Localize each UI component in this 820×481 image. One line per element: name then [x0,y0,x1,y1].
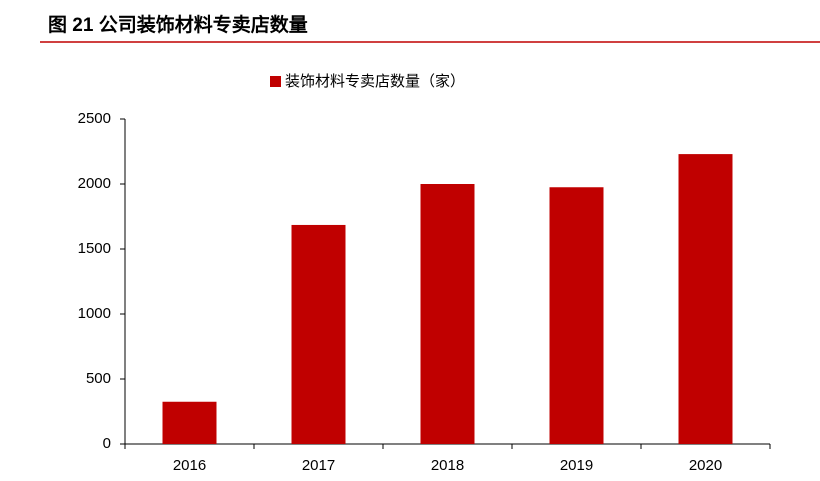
bar [549,187,604,444]
y-tick-label: 0 [103,435,111,452]
x-tick-label: 2019 [560,457,593,474]
y-tick-label: 1500 [78,240,111,257]
y-tick-label: 1000 [78,305,111,322]
x-tick-label: 2020 [689,457,722,474]
y-tick-label: 500 [86,370,111,387]
x-tick-label: 2017 [302,457,335,474]
chart-title: 图 21 公司装饰材料专卖店数量 [48,13,308,36]
bar [291,224,346,444]
bar [420,184,475,444]
bar [162,401,217,444]
y-tick-label: 2500 [78,110,111,127]
legend-label: 装饰材料专卖店数量（家） [285,73,465,90]
y-tick-label: 2000 [78,175,111,192]
bar [678,154,733,444]
x-tick-label: 2018 [431,457,464,474]
x-tick-label: 2016 [173,457,206,474]
legend-swatch [270,76,281,87]
